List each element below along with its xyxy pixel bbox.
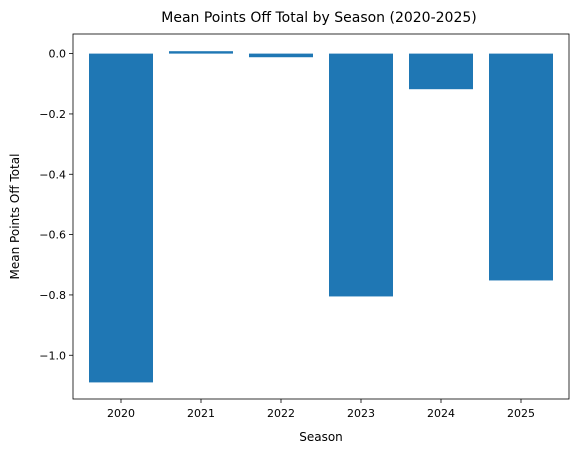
y-tick-label: −0.6 xyxy=(39,229,66,242)
x-tick-label: 2024 xyxy=(427,407,455,420)
bar-2023 xyxy=(329,53,393,297)
bar-2022 xyxy=(249,53,313,58)
bar-2024 xyxy=(409,53,473,90)
bar-2021 xyxy=(169,51,233,54)
plot-frame xyxy=(72,33,570,400)
x-axis-ticks: 2020 2021 2022 2023 2024 2025 xyxy=(107,399,535,420)
chart-title: Mean Points Off Total by Season (2020-20… xyxy=(161,10,476,26)
y-tick-label: 0.0 xyxy=(49,48,67,61)
y-tick-label: −0.4 xyxy=(39,168,66,181)
x-tick-label: 2021 xyxy=(187,407,215,420)
x-tick-label: 2022 xyxy=(267,407,295,420)
x-tick-label: 2025 xyxy=(507,407,535,420)
y-axis-ticks: 0.0 −0.2 −0.4 −0.6 −0.8 −1.0 xyxy=(39,48,73,362)
y-tick-label: −0.2 xyxy=(39,108,66,121)
y-tick-label: −1.0 xyxy=(39,349,66,362)
bar-2020 xyxy=(89,53,153,383)
bar-2025 xyxy=(489,53,553,281)
bars-group xyxy=(89,51,553,383)
x-axis-label: Season xyxy=(299,430,343,444)
y-tick-label: −0.8 xyxy=(39,289,66,302)
x-tick-label: 2020 xyxy=(107,407,135,420)
y-axis-label: Mean Points Off Total xyxy=(8,154,22,280)
x-tick-label: 2023 xyxy=(347,407,375,420)
